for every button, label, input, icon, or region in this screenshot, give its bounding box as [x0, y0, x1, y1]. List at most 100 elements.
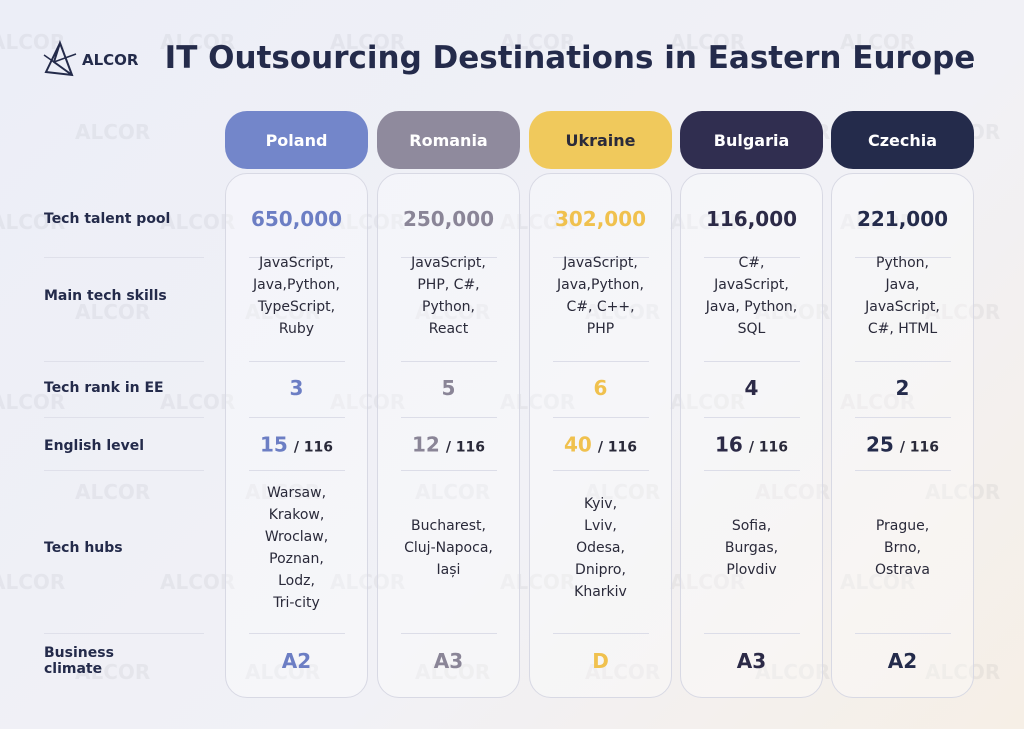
- cell-separator: [855, 633, 951, 634]
- cell-separator: [249, 470, 345, 471]
- business-climate: A3: [433, 649, 464, 673]
- tech-hubs: Warsaw, Krakow, Wroclaw, Poznan, Lodz, Tri-ci…: [225, 482, 368, 614]
- watermark: ALCOR: [670, 30, 746, 54]
- watermark: ALCOR: [585, 300, 661, 324]
- english-rank: 12: [411, 432, 440, 457]
- logo-icon: [43, 40, 77, 77]
- hub-line: Kharkiv: [574, 584, 627, 600]
- english-total: / 116: [748, 439, 789, 456]
- cell-separator: [704, 633, 800, 634]
- skill-line: JavaScript,: [563, 255, 638, 271]
- tech-hubs: Bucharest, Cluj-Napoca, Iași: [377, 515, 520, 581]
- cell-separator: [704, 361, 800, 362]
- tech-rank: 3: [289, 376, 304, 400]
- watermark: ALCOR: [75, 120, 151, 144]
- hub-line: Cluj-Napoca,: [404, 540, 493, 556]
- english-level: 16 / 116: [680, 434, 823, 459]
- watermark: ALCOR: [415, 300, 491, 324]
- hub-line: Sofia,: [731, 518, 772, 534]
- english-total: / 116: [445, 439, 486, 456]
- country-card: [831, 173, 974, 698]
- skill-line: Python,: [876, 255, 929, 271]
- cell-separator: [553, 361, 649, 362]
- watermark: ALCOR: [925, 300, 1001, 324]
- logo-text: ALCOR: [82, 51, 139, 69]
- cell-separator: [704, 470, 800, 471]
- skill-line: React: [428, 321, 469, 337]
- watermark: ALCOR: [670, 390, 746, 414]
- watermark: ALCOR: [415, 480, 491, 504]
- skill-line: Python,: [422, 299, 475, 315]
- skills: C#, JavaScript, Java, Python, SQL: [680, 252, 823, 340]
- watermark: ALCOR: [500, 210, 576, 234]
- english-level: 40 / 116: [529, 434, 672, 459]
- row-label: Tech rank in EE: [44, 380, 164, 396]
- country-card: [225, 173, 368, 698]
- title: IT Outsourcing Destinations in Eastern E…: [164, 40, 976, 76]
- cell-separator: [401, 470, 497, 471]
- english-rank: 25: [865, 432, 894, 457]
- country-card: [529, 173, 672, 698]
- country-header: Poland: [225, 111, 368, 169]
- watermark: ALCOR: [670, 210, 746, 234]
- tech-hubs: Prague, Brno, Ostrava: [831, 515, 974, 581]
- english-total: / 116: [899, 439, 940, 456]
- talent-pool: 302,000: [554, 207, 647, 231]
- skills: JavaScript, Java,Python, C#, C++, PHP: [529, 252, 672, 340]
- tech-rank: 5: [441, 376, 456, 400]
- skill-line: JavaScript,: [411, 255, 486, 271]
- english-level: 12 / 116: [377, 434, 520, 459]
- hub-line: Wroclaw,: [264, 529, 329, 545]
- watermark: ALCOR: [840, 390, 916, 414]
- country-header: Czechia: [831, 111, 974, 169]
- cell-separator: [401, 361, 497, 362]
- watermark: ALCOR: [75, 480, 151, 504]
- country-header: Romania: [377, 111, 520, 169]
- hub-line: Krakow,: [268, 507, 325, 523]
- hub-line: Kyiv,: [583, 496, 618, 512]
- watermark: ALCOR: [755, 480, 831, 504]
- business-climate: A3: [736, 649, 767, 673]
- cell-separator: [553, 257, 649, 258]
- row-label: Main tech skills: [44, 288, 167, 304]
- english-rank: 40: [563, 432, 592, 457]
- english-total: / 116: [597, 439, 638, 456]
- skills: JavaScript, PHP, C#, Python, React: [377, 252, 520, 340]
- skill-line: C#,: [738, 255, 765, 271]
- english-level: 15 / 116: [225, 434, 368, 459]
- hub-line: Iași: [436, 562, 461, 578]
- row-label: Business climate: [44, 645, 114, 677]
- cell-separator: [249, 633, 345, 634]
- hub-line: Warsaw,: [266, 485, 327, 501]
- watermark: ALCOR: [160, 210, 236, 234]
- row-separator: [44, 361, 204, 362]
- hub-line: Poznan,: [269, 551, 324, 567]
- skill-line: SQL: [737, 321, 766, 337]
- english-rank: 15: [259, 432, 288, 457]
- row-separator: [44, 633, 204, 634]
- skill-line: C#, HTML: [867, 321, 938, 337]
- cell-separator: [855, 361, 951, 362]
- english-level: 25 / 116: [831, 434, 974, 459]
- country-header: Ukraine: [529, 111, 672, 169]
- row-label: Tech talent pool: [44, 211, 171, 227]
- cell-separator: [249, 417, 345, 418]
- business-climate: A2: [281, 649, 312, 673]
- watermark: ALCOR: [0, 210, 66, 234]
- hub-line: Plovdiv: [726, 562, 777, 578]
- row-label: Tech hubs: [44, 540, 123, 556]
- skill-line: Java,Python,: [556, 277, 644, 293]
- cell-separator: [704, 257, 800, 258]
- row-separator: [44, 417, 204, 418]
- country-header: Bulgaria: [680, 111, 823, 169]
- watermark: ALCOR: [0, 570, 66, 594]
- hub-line: Bucharest,: [411, 518, 486, 534]
- business-climate: D: [592, 649, 609, 673]
- talent-pool: 250,000: [402, 207, 495, 231]
- skill-line: JavaScript,: [865, 299, 940, 315]
- skill-line: PHP: [586, 321, 615, 337]
- cell-separator: [553, 417, 649, 418]
- watermark: ALCOR: [160, 390, 236, 414]
- skills: JavaScript, Java,Python, TypeScript, Ruby: [225, 252, 368, 340]
- hub-line: Lviv,: [584, 518, 617, 534]
